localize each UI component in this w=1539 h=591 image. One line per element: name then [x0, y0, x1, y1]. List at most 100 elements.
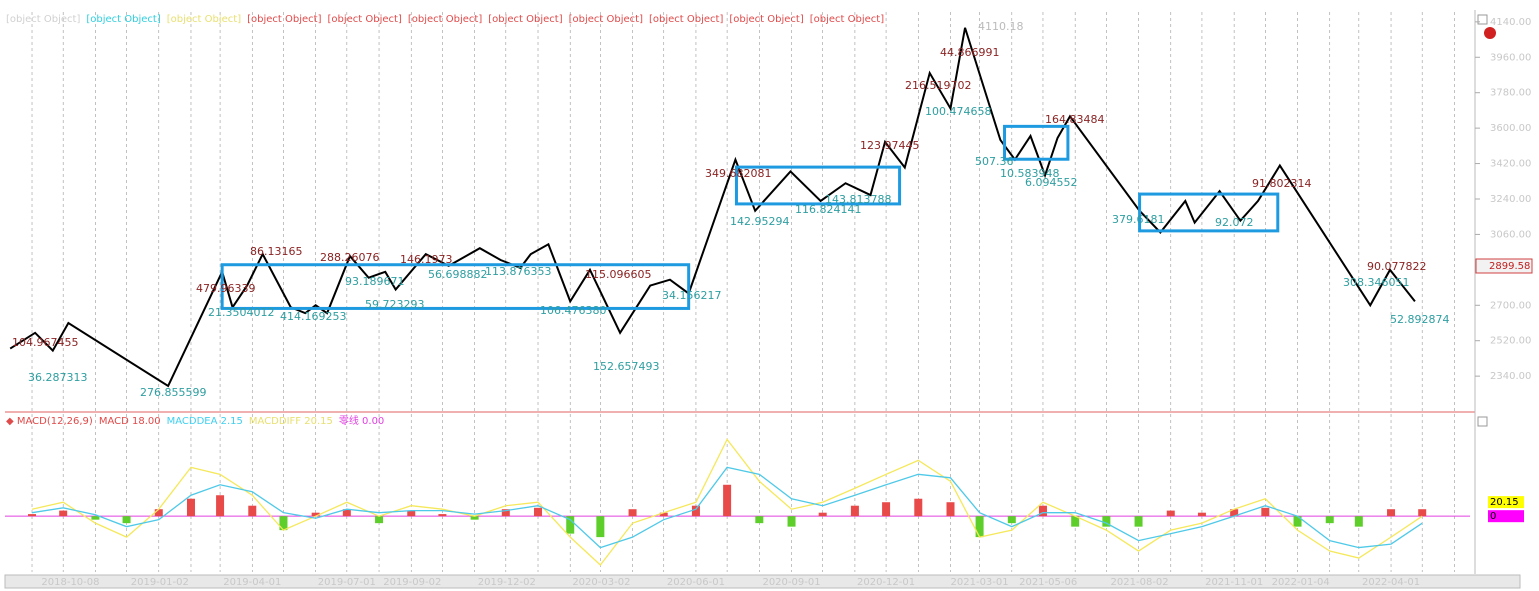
annotation: 100.474658	[925, 105, 991, 118]
macd-bar	[946, 502, 955, 517]
annotation: 52.892874	[1390, 313, 1450, 326]
header-text: [object Object]	[810, 14, 884, 25]
scroll-bar[interactable]	[4, 574, 1521, 589]
x-tick-label: 2022-01-04	[1272, 577, 1330, 588]
header-text: [object Object]	[488, 14, 562, 25]
macd-bar	[407, 510, 416, 517]
macd-header-text: 零线 0.00	[339, 414, 384, 427]
annotation: 90.077822	[1367, 260, 1427, 273]
y-tick-label: 3420.00	[1490, 159, 1531, 170]
macd-header-text: ◆ MACD(12,26,9)	[6, 416, 93, 427]
macd-header-text: MACDDIFF 20.15	[249, 416, 333, 427]
annotation: 113.876353	[485, 265, 551, 278]
panel-button[interactable]	[1477, 416, 1488, 427]
macd-bar	[375, 516, 384, 524]
macd-bar	[186, 498, 195, 517]
macd-bar	[787, 516, 796, 527]
y-tick-label: 3780.00	[1490, 88, 1531, 99]
y-tick-label: 3060.00	[1490, 229, 1531, 240]
x-tick-label: 2019-07-01	[318, 577, 376, 588]
macd-bar	[723, 484, 732, 517]
macd-bar	[122, 516, 131, 524]
last-price-box	[1475, 258, 1533, 274]
macd-header-text: MACD 18.00	[99, 416, 161, 427]
x-tick-label: 2022-04-01	[1362, 577, 1420, 588]
zigzag-line	[9, 27, 1416, 388]
macd-bar	[1007, 516, 1016, 524]
annotation: 36.287313	[28, 371, 88, 384]
macd-bar	[1134, 516, 1143, 527]
annotation: 6.094552	[1025, 176, 1078, 189]
macd-bar	[1071, 516, 1080, 527]
annotation: 104.967455	[12, 336, 78, 349]
y-tick-label: 4140.00	[1490, 17, 1531, 28]
annotation: 123.97445	[860, 139, 920, 152]
macd-header-text: MACDDEA 2.15	[167, 416, 243, 427]
annotation: 414.169253	[280, 310, 346, 323]
annotation: 10.583948	[1000, 167, 1060, 180]
macd-bar	[1387, 509, 1396, 517]
x-tick-label: 2021-11-01	[1205, 577, 1263, 588]
pivot-box	[1003, 124, 1070, 161]
x-tick-label: 2020-09-01	[762, 577, 820, 588]
annotation: 308.346051	[1343, 276, 1409, 289]
annotation: 59.723293	[365, 298, 425, 311]
header-text: [object Object]	[408, 14, 482, 25]
annotation: 4110.18	[978, 20, 1024, 33]
annotation: 142.95294	[730, 215, 790, 228]
macd-bar	[1354, 516, 1363, 527]
annotation: 56.698882	[428, 268, 488, 281]
macd-bar	[1230, 509, 1239, 517]
macd-bar	[311, 512, 320, 517]
panel-button[interactable]	[1477, 14, 1488, 25]
macd-bar	[818, 512, 827, 517]
macd-bar	[438, 514, 447, 517]
header-text: [object Object]	[729, 14, 803, 25]
x-tick-label: 2020-06-01	[667, 577, 725, 588]
value-marker-label: 0	[1490, 511, 1496, 522]
macd-bar	[1166, 510, 1175, 517]
x-tick-label: 2018-10-08	[41, 577, 99, 588]
x-tick-label: 2021-03-01	[951, 577, 1009, 588]
macd-bar	[1197, 512, 1206, 517]
header-text: [object Object]	[6, 14, 80, 25]
annotation: 106.476380	[540, 304, 606, 317]
macd-bar	[279, 516, 288, 531]
macd-bar	[1102, 516, 1111, 527]
macd-bar	[755, 516, 764, 524]
macd-bar	[216, 495, 225, 517]
macd-bar	[501, 509, 510, 517]
macd-bar	[59, 510, 68, 517]
macd-bar	[1261, 507, 1270, 517]
last-price-label: 2899.58	[1489, 261, 1530, 272]
macd-bar	[534, 507, 543, 517]
annotation: 34.156217	[662, 289, 722, 302]
y-tick-label: 3960.00	[1490, 52, 1531, 63]
value-marker-label: 20.15	[1490, 497, 1519, 508]
annotation: 86.13165	[250, 245, 303, 258]
value-marker	[1488, 510, 1524, 523]
y-tick-label: 3600.00	[1490, 123, 1531, 134]
annotation: 44.866991	[940, 46, 1000, 59]
y-tick-label: 2340.00	[1490, 371, 1531, 382]
y-tick-label: 2700.00	[1490, 300, 1531, 311]
annotation: 115.096605	[585, 268, 651, 281]
annotation: 146.1973	[400, 253, 453, 266]
alert-icon[interactable]	[1484, 27, 1496, 39]
pivot-box	[1138, 192, 1280, 233]
pivot-box	[220, 263, 691, 310]
header-text: [object Object]	[649, 14, 723, 25]
annotation: 349.682081	[705, 167, 771, 180]
annotation: 276.855599	[140, 386, 206, 399]
macd-bar	[691, 505, 700, 517]
annotation: 21.3504012	[208, 306, 274, 319]
macd-bar	[91, 516, 100, 520]
annotation: 143.813788	[825, 193, 891, 206]
annotation: 91.802314	[1252, 177, 1312, 190]
annotation: 152.657493	[593, 360, 659, 373]
annotation: 93.189671	[345, 275, 405, 288]
x-tick-label: 2019-04-01	[223, 577, 281, 588]
header-text: [object Object]	[569, 14, 643, 25]
annotation: 479.96339	[196, 282, 256, 295]
macd-bar	[596, 516, 605, 538]
